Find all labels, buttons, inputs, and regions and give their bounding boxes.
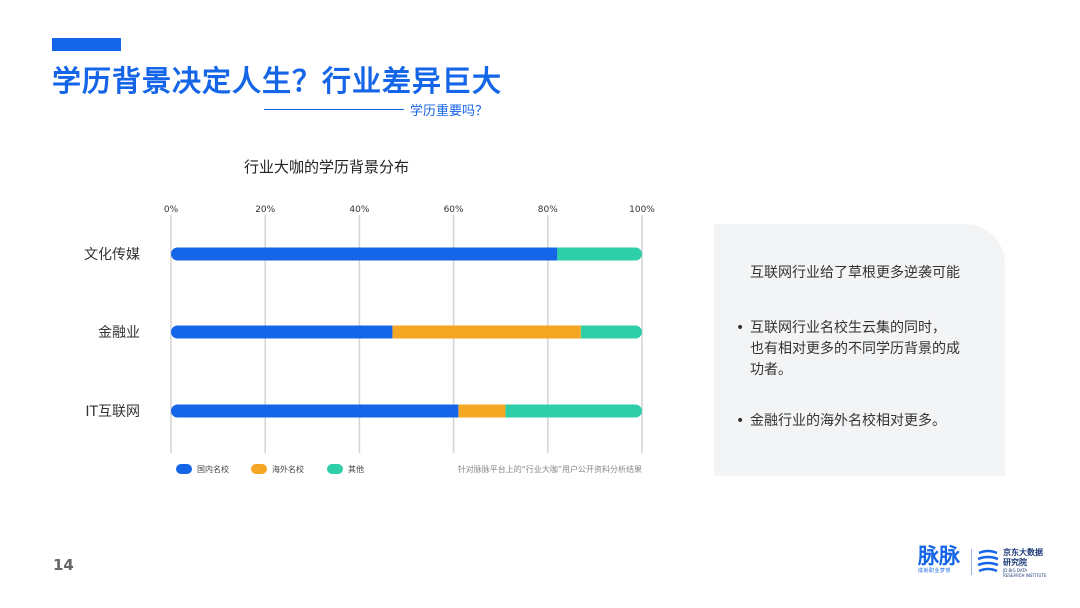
legend-label: 国内名校 — [197, 464, 229, 474]
jd-logo: 京东大数据 研究院 JD BIG DATA RESEARCH INSTITUTE — [1003, 548, 1063, 578]
jd-logo-line: 京东大数据 — [1003, 548, 1043, 557]
insight-panel: 互联网行业给了草根更多逆袭可能 • 互联网行业名校生云集的同时， 也有相对更多的… — [714, 224, 1005, 476]
logo-divider — [971, 549, 972, 575]
page-title: 学历背景决定人生？行业差异巨大 — [52, 64, 503, 98]
bar-segment — [171, 247, 558, 261]
insight-bullet: • 金融行业的海外名校相对更多。 — [736, 411, 986, 432]
accent-bar — [52, 38, 121, 51]
insight-bullet-line: 互联网行业名校生云集的同时， — [750, 320, 946, 336]
category-label: 文化传媒 — [84, 247, 140, 263]
insight-heading: 互联网行业给了草根更多逆袭可能 — [750, 265, 960, 281]
chart-title: 行业大咖的学历背景分布 — [244, 158, 410, 176]
x-tick-label: 100% — [629, 205, 655, 215]
bar-segment — [557, 247, 642, 261]
subtitle-divider — [264, 109, 404, 110]
page-subtitle: 学历重要吗？ — [410, 104, 489, 119]
x-tick-label: 40% — [349, 205, 369, 215]
bar-segment — [171, 404, 459, 418]
bullet-icon: • — [736, 413, 745, 429]
maimai-logo-tagline: 成就职业梦想 — [918, 568, 952, 574]
maimai-logo: 脉脉 成就职业梦想 — [918, 545, 968, 579]
bar-segment-join — [451, 404, 459, 418]
category-label: 金融业 — [98, 325, 140, 341]
insight-bullet-line: 功者。 — [750, 362, 792, 378]
bar-segment — [458, 404, 506, 418]
legend-label: 海外名校 — [272, 464, 304, 474]
insight-bullet: • 互联网行业名校生云集的同时， 也有相对更多的不同学历背景的成 功者。 — [736, 318, 986, 381]
bar-segment-join — [505, 404, 512, 418]
jd-logo-icon — [977, 549, 999, 573]
legend-label: 其他 — [348, 464, 364, 474]
bar-segment — [171, 325, 393, 339]
bar-segment-join — [550, 247, 558, 261]
bar-segment — [392, 325, 581, 339]
x-tick-label: 60% — [444, 205, 464, 215]
x-tick-label: 20% — [255, 205, 275, 215]
legend-swatch — [176, 464, 192, 474]
maimai-logo-text: 脉脉 — [918, 544, 960, 568]
bar-segment — [580, 325, 642, 339]
jd-logo-line: RESEARCH INSTITUTE — [1003, 573, 1047, 578]
insight-bullet-line: 也有相对更多的不同学历背景的成 — [750, 341, 960, 357]
x-tick-label: 80% — [538, 205, 558, 215]
insight-bullet-line: 金融行业的海外名校相对更多。 — [750, 413, 946, 429]
x-tick-label: 0% — [164, 205, 179, 215]
legend-swatch — [327, 464, 343, 474]
page-number: 14 — [53, 556, 74, 574]
chart-note: 针对脉脉平台上的“行业大咖”用户公开资料分析结果 — [458, 464, 642, 474]
jd-logo-line: 研究院 — [1003, 558, 1027, 567]
legend-swatch — [251, 464, 267, 474]
bar-segment-join — [385, 325, 393, 339]
bullet-icon: • — [736, 320, 745, 336]
jd-logo-line: JD BIG DATA — [1003, 568, 1028, 573]
bar-segment-join — [557, 247, 564, 261]
bar-segment-join — [580, 325, 588, 339]
bar-segment — [505, 404, 642, 418]
category-label: IT互联网 — [85, 404, 140, 420]
